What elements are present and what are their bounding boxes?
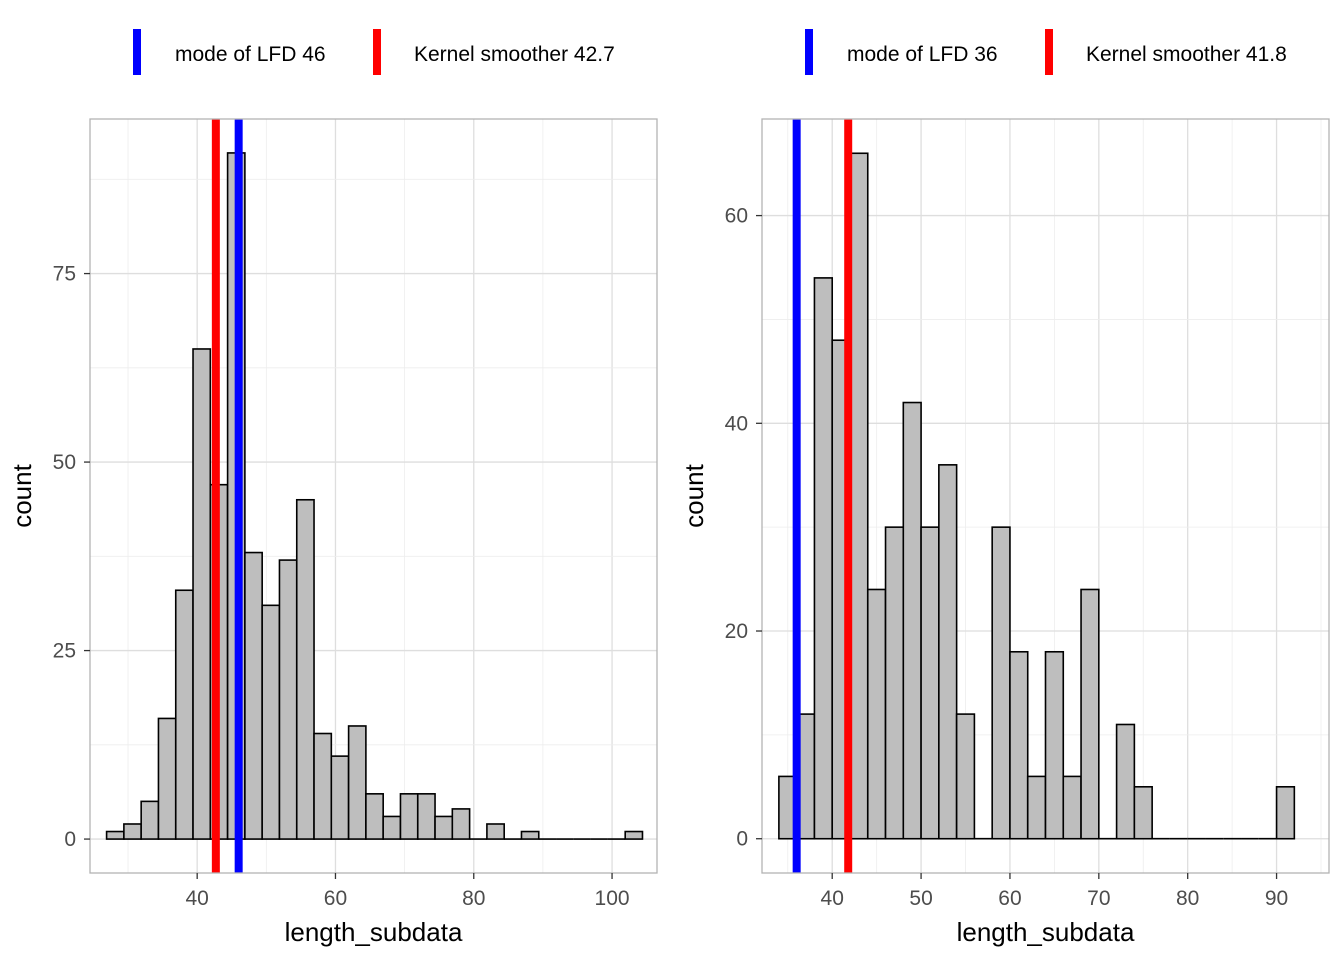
histogram-bar (140, 800, 160, 840)
histogram-bar (347, 725, 367, 840)
y-tick-label: 0 (64, 828, 76, 851)
x-tick-label: 80 (1176, 887, 1199, 910)
legend-label: Kernel smoother 41.8 (1086, 43, 1287, 66)
histogram-bar (278, 559, 298, 840)
x-tick-label: 60 (324, 887, 347, 910)
y-tick-label: 20 (725, 620, 748, 643)
histogram-bar (1026, 775, 1047, 840)
x-tick-label: 50 (909, 887, 932, 910)
histogram-bar (261, 604, 281, 840)
histogram-bar (416, 793, 436, 840)
histogram-bar (884, 526, 905, 840)
y-tick-label: 60 (725, 205, 748, 228)
x-tick-label: 40 (821, 887, 844, 910)
histogram-bar (1009, 650, 1029, 840)
x-tick-label: 70 (1087, 887, 1110, 910)
legend-swatch (373, 29, 381, 75)
panel-border (89, 118, 658, 874)
x-tick-label: 90 (1265, 887, 1288, 910)
x-axis-title: length_subdata (957, 917, 1135, 947)
legend-swatch (1045, 29, 1053, 75)
histogram-bar (1133, 785, 1153, 840)
y-axis-title: count (7, 463, 37, 527)
y-tick-label: 40 (725, 412, 748, 435)
x-tick-label: 80 (462, 887, 485, 910)
y-tick-label: 0 (736, 828, 748, 851)
panel-border (761, 118, 1330, 874)
histogram-bar (849, 152, 869, 840)
histogram-bar (991, 526, 1011, 840)
legend: mode of LFD 46 Kernel smoother 42.7 (133, 29, 615, 75)
x-tick-label: 40 (185, 887, 208, 910)
histogram-bar (382, 815, 402, 840)
histogram-bar (244, 551, 263, 840)
histogram-bar (813, 277, 834, 840)
histogram-bar (434, 815, 454, 840)
histogram-bar (1044, 650, 1065, 840)
histogram-bar (902, 401, 922, 840)
x-tick-label: 100 (595, 887, 630, 910)
histogram-bar (938, 464, 958, 840)
y-axis-title: count (679, 463, 709, 527)
histogram-bars (778, 152, 1296, 840)
histogram-bar (105, 830, 125, 840)
histogram-bar (192, 348, 212, 840)
legend-swatch (133, 29, 141, 75)
histogram-bar (955, 713, 976, 840)
y-tick-label: 25 (53, 640, 76, 663)
histogram-bar (1115, 723, 1136, 840)
histogram-bar (330, 755, 350, 840)
histogram-bar (451, 808, 471, 840)
histogram-bar (520, 830, 540, 840)
histogram-bar (157, 717, 177, 840)
histogram-bar (1080, 588, 1100, 840)
histogram-bar (1062, 775, 1082, 840)
histogram-bar (365, 793, 384, 840)
histogram-bar (866, 588, 887, 840)
histogram-bar (624, 830, 644, 840)
left-histogram-panel: 40 60 80 100 0 25 50 75 length_subdata count mode … (7, 29, 658, 947)
histogram-bar (1275, 785, 1296, 840)
legend: mode of LFD 36 Kernel smoother 41.8 (805, 29, 1287, 75)
legend-label: mode of LFD 46 (175, 43, 326, 66)
histogram-bar (295, 498, 315, 840)
x-tick-label: 60 (998, 887, 1021, 910)
right-histogram-panel: 40 50 60 70 80 90 0 20 40 60 length_subdata count mo… (679, 29, 1330, 947)
y-tick-label: 75 (53, 263, 76, 286)
legend-label: Kernel smoother 42.7 (414, 43, 615, 66)
histogram-bar (486, 823, 505, 840)
histogram-bar (174, 589, 194, 840)
y-tick-label: 50 (53, 451, 76, 474)
gridlines (762, 119, 1329, 873)
histogram-bar (920, 526, 940, 840)
histogram-bar (399, 793, 419, 840)
x-axis-title: length_subdata (285, 917, 463, 947)
histogram-bar (123, 823, 142, 840)
legend-label: mode of LFD 36 (847, 43, 998, 66)
histogram-bars (105, 152, 644, 840)
histogram-bar (313, 732, 333, 840)
legend-swatch (805, 29, 813, 75)
